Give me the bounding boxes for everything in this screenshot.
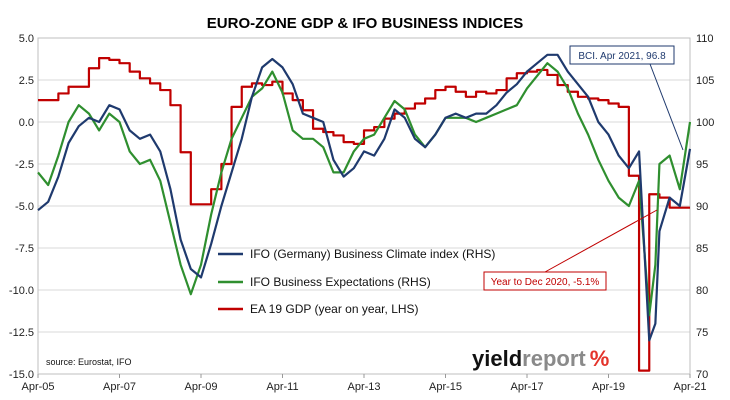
annotation-bci-box (569, 45, 675, 65)
x-axis: Apr-05 Apr-07 Apr-09 Apr-11 Apr-13 Apr-15 Apr-… (21, 374, 707, 393)
source-note: source: Eurostat, IFO (46, 357, 132, 367)
right-tick-label: 100 (696, 117, 714, 129)
x-tick-label: Apr-17 (510, 381, 543, 393)
annotation-bci-text: BCI. Apr 2021, 96.8 (578, 51, 666, 62)
right-tick-label: 75 (696, 327, 708, 339)
right-tick-label: 95 (696, 159, 708, 171)
annotation-gdp: Year to Dec 2020, -5.1% (483, 209, 658, 291)
left-tick-label: -10.0 (9, 285, 34, 297)
right-tick-label: 90 (696, 201, 708, 213)
x-tick-label: Apr-13 (347, 381, 380, 393)
annotation-bci: BCI. Apr 2021, 96.8 (569, 45, 684, 151)
left-tick-label: 5.0 (19, 33, 34, 45)
series-layer (37, 53, 692, 372)
annotation-bci-pointer (649, 63, 684, 151)
right-tick-label: 105 (696, 75, 714, 87)
left-tick-label: 0.0 (19, 117, 34, 129)
legend: IFO (Germany) Business Climate index (RH… (218, 247, 495, 316)
grid-lines (38, 37, 690, 375)
series-line-business-expectations (37, 62, 692, 317)
left-tick-label: 2.5 (19, 75, 34, 87)
left-tick-label: -12.5 (9, 327, 34, 339)
x-tick-label: Apr-11 (266, 381, 298, 393)
brand-wordmark: yieldreport% (472, 346, 609, 371)
left-tick-label: -15.0 (9, 369, 34, 381)
annotation-gdp-pointer (544, 209, 658, 273)
x-tick-label: Apr-19 (592, 381, 625, 393)
left-tick-label: -5.0 (15, 201, 34, 213)
chart-title: EURO-ZONE GDP & IFO BUSINESS INDICES (207, 15, 523, 32)
legend-label-climate: IFO (Germany) Business Climate index (RH… (250, 247, 495, 261)
right-tick-label: 85 (696, 243, 708, 255)
left-tick-label: -7.5 (15, 243, 34, 255)
series-line-gdp (38, 57, 690, 372)
right-axis: 110 105 100 95 90 85 80 75 70 (696, 33, 714, 381)
brand-part-report: report (522, 346, 586, 371)
left-axis: 5.0 2.5 0.0 -2.5 -5.0 -7.5 -10.0 -12.5 -15.0 (9, 33, 34, 381)
left-tick-label: -2.5 (15, 159, 34, 171)
right-tick-label: 110 (696, 33, 714, 45)
x-tick-label: Apr-21 (673, 381, 706, 393)
brand-part-percent: % (590, 346, 610, 371)
x-tick-label: Apr-09 (184, 381, 217, 393)
brand-logo: yieldreport% (472, 346, 609, 371)
annotation-gdp-text: Year to Dec 2020, -5.1% (491, 277, 600, 288)
legend-label-expectations: IFO Business Expectations (RHS) (250, 275, 431, 289)
right-tick-label: 70 (696, 369, 708, 381)
x-tick-label: Apr-07 (103, 381, 136, 393)
x-tick-label: Apr-05 (21, 381, 54, 393)
x-tick-label: Apr-15 (429, 381, 462, 393)
brand-part-yield: yield (472, 346, 522, 371)
legend-label-gdp: EA 19 GDP (year on year, LHS) (250, 302, 419, 316)
series-line-business-climate (37, 53, 692, 342)
right-tick-label: 80 (696, 285, 708, 297)
